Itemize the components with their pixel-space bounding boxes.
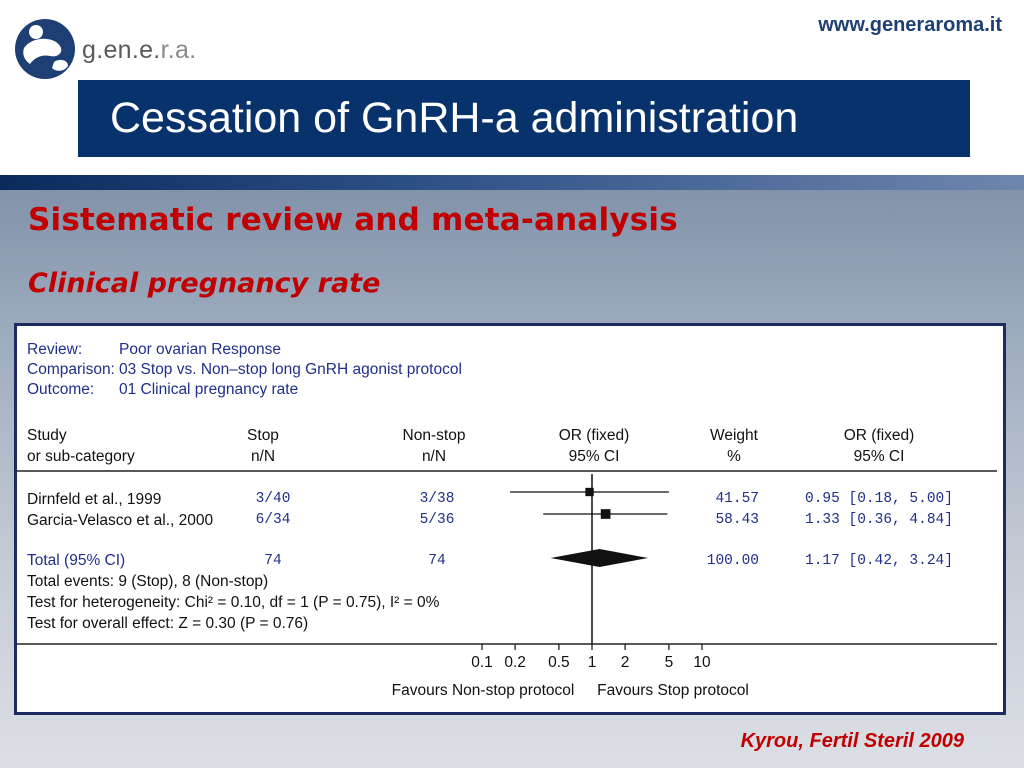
study-or-text: 0.95 [0.18, 5.00]: [805, 491, 953, 507]
heterogeneity-test: Test for heterogeneity: Chi² = 0.10, df …: [27, 594, 440, 611]
x-axis-tick-label: 2: [621, 654, 630, 671]
study-name: Garcia-Velasco et al., 2000: [27, 512, 213, 529]
study-point-marker: [585, 487, 594, 497]
forest-plot-panel: Review: Comparison: Outcome: Poor ovaria…: [14, 323, 1006, 715]
outcome-label: Outcome:: [27, 381, 94, 398]
total-label: Total (95% CI): [27, 552, 125, 569]
header-or-text-ci: 95% CI: [854, 448, 905, 465]
forest-plot: Review: Comparison: Outcome: Poor ovaria…: [17, 341, 997, 699]
pooled-diamond: [550, 549, 649, 567]
header-weight-pct: %: [727, 448, 741, 465]
overall-effect-test: Test for overall effect: Z = 0.30 (P = 0…: [27, 615, 308, 632]
study-nonstop: 5/36: [420, 512, 455, 528]
header-or-text: OR (fixed): [844, 427, 915, 444]
citation: Kyrou, Fertil Steril 2009: [740, 730, 964, 752]
study-point-marker: [600, 509, 611, 519]
header-subcategory: or sub-category: [27, 448, 135, 465]
review-label: Review:: [27, 341, 82, 358]
header-weight: Weight: [710, 427, 759, 444]
logo-text-tail: r.a.: [160, 36, 197, 64]
total-or-text: 1.17 [0.42, 3.24]: [805, 553, 953, 569]
site-url: www.generaroma.it: [818, 14, 1002, 36]
x-axis-tick-label: 0.2: [504, 654, 526, 671]
outcome-value: 01 Clinical pregnancy rate: [119, 381, 298, 398]
title-box: Cessation of GnRH-a administration: [78, 80, 970, 157]
study-weight: 58.43: [715, 512, 759, 528]
page-title: Cessation of GnRH-a administration: [110, 94, 799, 142]
genera-logo-icon: [15, 19, 75, 79]
forest-plot-marks: 0.1 0.2 0.5 1 2 5 10: [471, 474, 711, 671]
study-nonstop: 3/38: [420, 491, 455, 507]
review-value: Poor ovarian Response: [119, 341, 281, 358]
logo-text: g.en.e.r.a.: [82, 36, 197, 65]
subtitle: Sistematic review and meta-analysis: [28, 202, 678, 238]
header-stop-nN: n/N: [251, 448, 275, 465]
x-axis-tick-label: 0.5: [548, 654, 570, 671]
total-events: Total events: 9 (Stop), 8 (Non-stop): [27, 573, 268, 590]
favours-right-label: Favours Stop protocol: [597, 682, 749, 699]
comparison-label: Comparison:: [27, 361, 115, 378]
header-nonstop-nN: n/N: [422, 448, 446, 465]
x-axis-tick-label: 10: [693, 654, 711, 671]
x-axis-tick-label: 0.1: [471, 654, 493, 671]
favours-left-label: Favours Non-stop protocol: [392, 682, 575, 699]
total-nonstop: 74: [428, 553, 445, 569]
header-study: Study: [27, 427, 67, 444]
study-stop: 3/40: [256, 491, 291, 507]
logo-text-main: g.en.e.: [82, 36, 161, 64]
header-or-plot-ci: 95% CI: [569, 448, 620, 465]
header-stop: Stop: [247, 427, 279, 444]
study-or-text: 1.33 [0.36, 4.84]: [805, 512, 953, 528]
header-nonstop: Non-stop: [403, 427, 466, 444]
study-weight: 41.57: [715, 491, 759, 507]
x-axis-tick-label: 1: [588, 654, 597, 671]
header-or-plot: OR (fixed): [559, 427, 630, 444]
x-axis-tick-label: 5: [665, 654, 674, 671]
total-stop: 74: [264, 553, 281, 569]
subtitle-outcome: Clinical pregnancy rate: [28, 268, 381, 299]
study-stop: 6/34: [256, 512, 291, 528]
header-stripe: [0, 175, 1024, 190]
study-name: Dirnfeld et al., 1999: [27, 491, 161, 508]
total-weight: 100.00: [707, 553, 759, 569]
comparison-value: 03 Stop vs. Non–stop long GnRH agonist p…: [119, 361, 462, 378]
